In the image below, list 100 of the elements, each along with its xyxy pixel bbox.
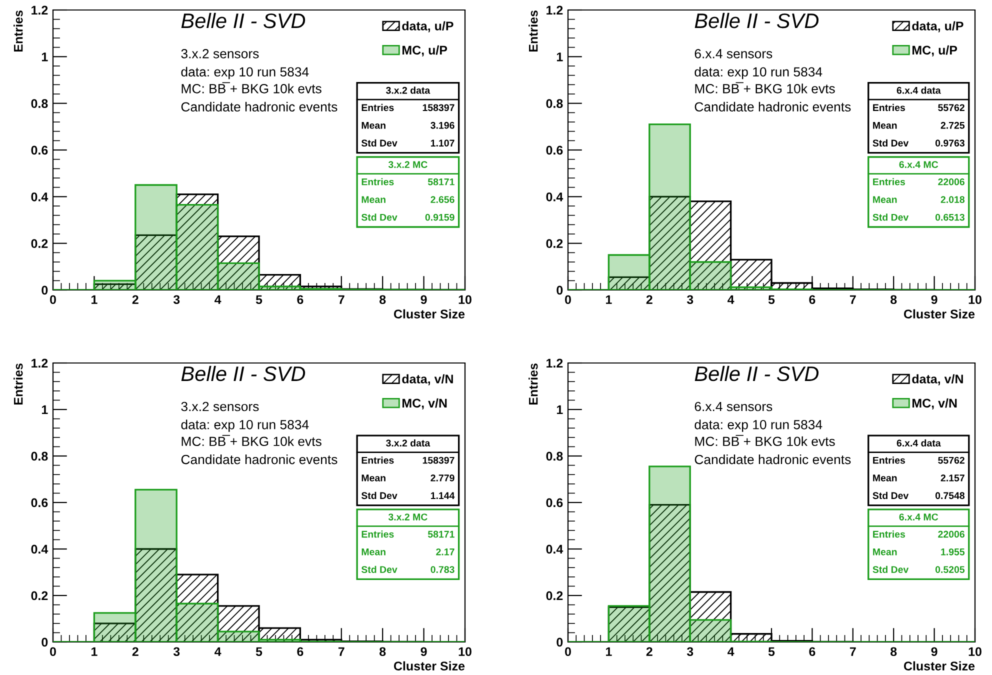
- x-tick-label: 0: [50, 647, 56, 656]
- x-axis-title: Cluster Size: [904, 661, 975, 670]
- y-tick-label: 1.2: [546, 6, 563, 15]
- x-tick-label: 9: [931, 295, 938, 304]
- annotation: 0.9763: [935, 140, 964, 147]
- annotation: Mean: [362, 122, 386, 129]
- annotation: Candidate hadronic events: [694, 102, 851, 112]
- y-axis-title: Entries: [528, 364, 538, 405]
- y-tick-label: 1: [42, 405, 48, 414]
- annotation: Std Dev: [361, 139, 398, 147]
- annotation: Std Dev: [361, 214, 398, 221]
- x-tick-label: 1: [92, 295, 98, 304]
- y-tick-label: 0.2: [546, 591, 563, 600]
- annotation: Std Dev: [361, 566, 398, 573]
- legend-label: data, v/N: [912, 374, 963, 386]
- annotation: 2.779: [430, 474, 454, 482]
- annotation: 1.955: [941, 548, 965, 556]
- y-tick-label: 0.6: [31, 146, 48, 155]
- x-tick-label: 2: [132, 647, 138, 656]
- annotation: 158397: [422, 456, 454, 464]
- y-tick-label: 0.6: [546, 146, 563, 155]
- annotation: Mean: [873, 474, 897, 482]
- x-tick-label: 3: [173, 295, 180, 304]
- annotation: 6.x.4 data: [896, 86, 941, 94]
- annotation: 3.x.2 sensors: [181, 49, 259, 58]
- annotation: 22006: [938, 530, 964, 538]
- annotation: 58171: [428, 530, 454, 538]
- x-axis-title: Cluster Size: [394, 661, 465, 670]
- y-axis-title: Entries: [528, 10, 538, 52]
- annotation: 0.7548: [935, 492, 965, 500]
- y-tick-label: 0.8: [31, 99, 48, 108]
- x-tick-label: 5: [256, 647, 262, 656]
- annotation: 0.783: [430, 566, 454, 574]
- annotation: 0.9159: [425, 214, 454, 221]
- x-axis-title: Cluster Size: [394, 309, 465, 318]
- annotation: 3.x.2 MC: [388, 514, 428, 520]
- annotation: 0.5205: [935, 566, 965, 573]
- chart-title: Belle II - SVD: [694, 12, 819, 28]
- annotation: 3.x.2 sensors: [181, 402, 259, 412]
- x-axis-title: Cluster Size: [904, 309, 975, 318]
- annotation: Mean: [873, 196, 897, 204]
- annotation: 1.144: [430, 492, 455, 499]
- annotation: MC: BB̅ + BKG 10k evts: [695, 434, 835, 446]
- x-tick-label: 1: [606, 647, 612, 656]
- annotation: Entries: [362, 456, 394, 464]
- annotation: 6.x.4 MC: [899, 161, 938, 168]
- annotation: 1.107: [430, 140, 454, 147]
- y-tick-label: 0.6: [546, 498, 563, 508]
- annotation: Std Dev: [872, 492, 909, 500]
- annotation: data: exp 10 run 5834: [181, 66, 309, 80]
- x-tick-label: 9: [420, 295, 427, 304]
- annotation: 58171: [428, 178, 454, 186]
- x-tick-label: 3: [686, 647, 694, 656]
- legend-label: data, u/P: [402, 21, 454, 32]
- x-tick-label: 10: [458, 295, 472, 304]
- x-tick-label: 7: [850, 295, 856, 304]
- annotation: MC: BB̅ + BKG 10k evts: [695, 82, 835, 94]
- x-tick-label: 5: [768, 295, 775, 304]
- annotation: 3.196: [430, 122, 454, 129]
- x-tick-label: 2: [646, 647, 652, 656]
- annotation: Candidate hadronic events: [181, 454, 338, 464]
- chart-title: Belle II - SVD: [694, 366, 819, 382]
- y-axis-title: Entries: [14, 364, 23, 405]
- x-tick-label: 4: [728, 295, 734, 304]
- annotation: Std Dev: [872, 566, 909, 573]
- x-tick-label: 8: [890, 647, 897, 656]
- annotation: 2.018: [940, 196, 965, 204]
- annotation: MC: BB̅ + BKG 10k evts: [182, 434, 322, 446]
- x-tick-label: 6: [809, 647, 816, 656]
- annotation: data: exp 10 run 5834: [694, 66, 822, 80]
- legend-label: MC, v/N: [402, 398, 447, 410]
- annotation: 3.x.2 MC: [388, 161, 428, 168]
- legend-label: MC, v/N: [912, 398, 957, 410]
- annotation: 0.6513: [935, 214, 964, 221]
- x-tick-label: 6: [297, 295, 304, 304]
- annotation: Entries: [873, 456, 905, 464]
- annotation: 2.17: [436, 548, 454, 556]
- annotation: Entries: [873, 530, 905, 538]
- annotation: 2.725: [940, 122, 965, 129]
- x-tick-label: 0: [565, 647, 571, 656]
- annotation: 3.x.2 data: [386, 439, 430, 447]
- x-tick-label: 7: [850, 647, 856, 656]
- x-tick-label: 0: [565, 295, 571, 304]
- annotation: Mean: [873, 122, 897, 129]
- y-tick-label: 0.4: [546, 192, 564, 202]
- annotation: Mean: [873, 548, 897, 556]
- annotation: data: exp 10 run 5834: [694, 420, 822, 432]
- annotation: Entries: [362, 104, 394, 112]
- annotation: 22006: [938, 178, 964, 186]
- annotation: Std Dev: [872, 139, 909, 147]
- annotation: MC: BB̅ + BKG 10k evts: [182, 82, 322, 94]
- y-tick-label: 0: [42, 286, 48, 295]
- annotation: Entries: [362, 178, 394, 186]
- y-tick-label: 0: [556, 286, 563, 295]
- annotation: 55762: [938, 456, 964, 464]
- x-tick-label: 6: [297, 647, 304, 656]
- y-tick-label: 1: [556, 405, 563, 414]
- annotation: 55762: [938, 104, 964, 112]
- x-tick-label: 8: [380, 295, 386, 304]
- y-tick-label: 0.4: [31, 192, 48, 202]
